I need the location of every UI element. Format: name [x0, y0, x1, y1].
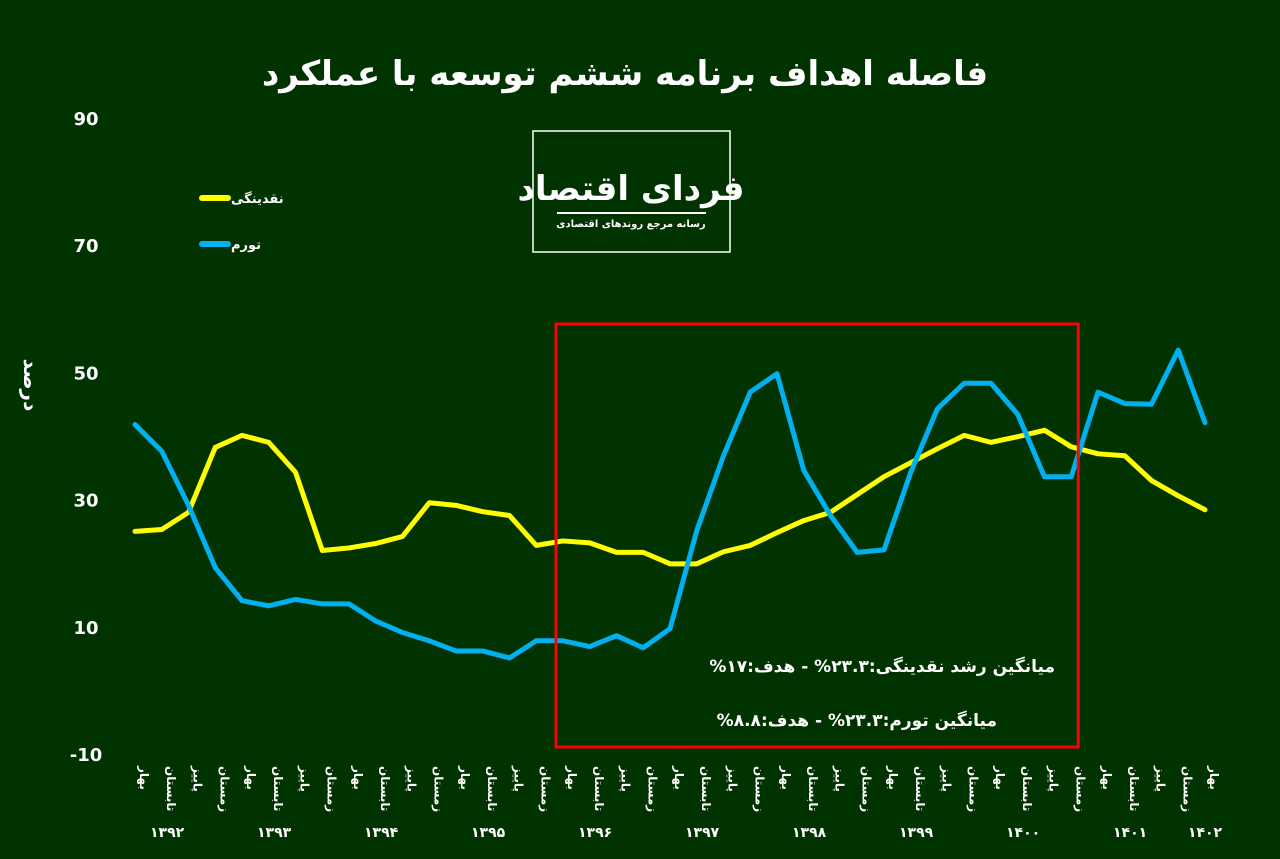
x-tick-season: پاییز: [940, 765, 954, 792]
x-tick-season: تابستان: [164, 766, 178, 811]
x-tick-year: ۱۳۹۵: [471, 825, 506, 841]
x-tick-season: بهار: [351, 765, 365, 790]
x-tick-season: پاییز: [405, 765, 419, 792]
x-tick-season: پاییز: [1154, 765, 1168, 792]
y-tick-label: -10: [70, 745, 103, 766]
x-tick-season: تابستان: [271, 766, 285, 811]
x-tick-year: ۱۳۹۸: [792, 825, 827, 841]
x-tick-year: ۱۴۰۱: [1113, 825, 1147, 841]
logo: فردای اقتصاد رسانه مرجع روندهای اقتصادی: [517, 130, 745, 253]
legend: نقدینگی تورم: [199, 191, 284, 253]
y-tick-label: 10: [73, 618, 98, 639]
x-tick-season: بهار: [244, 765, 258, 790]
x-tick-season: پاییز: [298, 765, 312, 792]
x-tick-season: پاییز: [619, 765, 633, 792]
series-line-liquidity: [132, 427, 1208, 567]
x-tick-season: زمستان: [1073, 766, 1087, 812]
x-tick-season: پاییز: [512, 765, 526, 792]
highlight-box: [554, 322, 1080, 749]
x-tick-year: ۱۳۹۲: [150, 825, 185, 841]
x-tick-season: پاییز: [726, 765, 740, 792]
series-line-inflation: [132, 347, 1208, 661]
x-tick-season: بهار: [565, 765, 579, 790]
x-tick-season: بهار: [1100, 765, 1114, 790]
x-tick-year: ۱۳۹۹: [899, 825, 934, 841]
x-tick-season: زمستان: [645, 766, 659, 812]
x-tick-season: زمستان: [966, 766, 980, 812]
x-tick-year: ۱۳۹۶: [578, 825, 612, 841]
x-tick-year: ۱۴۰۰: [1006, 825, 1040, 841]
x-tick-season: بهار: [779, 765, 793, 790]
x-tick-year: ۱۳۹۴: [364, 825, 399, 841]
x-tick-season: بهار: [137, 765, 151, 790]
x-tick-year: ۱۳۹۷: [685, 825, 720, 841]
legend-label-liquidity: نقدینگی: [231, 191, 284, 207]
x-tick-season: زمستان: [1180, 766, 1194, 812]
x-tick-year: ۱۴۰۲: [1188, 825, 1223, 841]
legend-label-inflation: تورم: [231, 238, 261, 253]
x-tick-season: تابستان: [913, 766, 927, 811]
annotation-liquidity: میانگین رشد نقدینگی:۲۳.۳% - هدف:۱۷%: [709, 656, 1055, 677]
x-tick-season: پاییز: [833, 765, 847, 792]
x-tick-season: پاییز: [1047, 765, 1061, 792]
y-tick-label: 30: [73, 491, 98, 512]
x-tick-season: زمستان: [752, 766, 766, 812]
y-axis-label: درصد: [19, 359, 43, 412]
x-tick-season: بهار: [993, 765, 1007, 790]
chart-title: فاصله اهداف برنامه ششم توسعه با عملکرد: [262, 54, 988, 94]
y-tick-label: 90: [73, 109, 98, 130]
x-tick-season: زمستان: [324, 766, 338, 812]
x-tick-season: تابستان: [699, 766, 713, 811]
x-tick-season: زمستان: [859, 766, 873, 812]
x-tick-season: بهار: [672, 765, 686, 790]
x-tick-season: تابستان: [485, 766, 499, 811]
annotation-inflation: میانگین تورم:۲۳.۳% - هدف:۸.۸%: [717, 710, 997, 731]
x-tick-year: ۱۳۹۳: [257, 825, 292, 841]
x-tick-season: تابستان: [592, 766, 606, 811]
x-tick-season: تابستان: [1020, 766, 1034, 811]
x-tick-season: زمستان: [431, 766, 445, 812]
x-tick-season: تابستان: [806, 766, 820, 811]
x-tick-season: زمستان: [217, 766, 231, 812]
logo-name: فردای اقتصاد: [517, 169, 744, 209]
x-tick-season: بهار: [1207, 765, 1221, 790]
x-tick-season: پاییز: [191, 765, 205, 792]
x-tick-season: تابستان: [378, 766, 392, 811]
x-tick-season: تابستان: [1127, 766, 1141, 811]
y-tick-label: 70: [73, 236, 98, 257]
x-tick-season: بهار: [886, 765, 900, 790]
logo-tagline: رسانه مرجع روندهای اقتصادی: [556, 219, 706, 230]
y-tick-label: 50: [73, 363, 98, 384]
x-tick-season: بهار: [458, 765, 472, 790]
x-tick-season: زمستان: [538, 766, 552, 812]
